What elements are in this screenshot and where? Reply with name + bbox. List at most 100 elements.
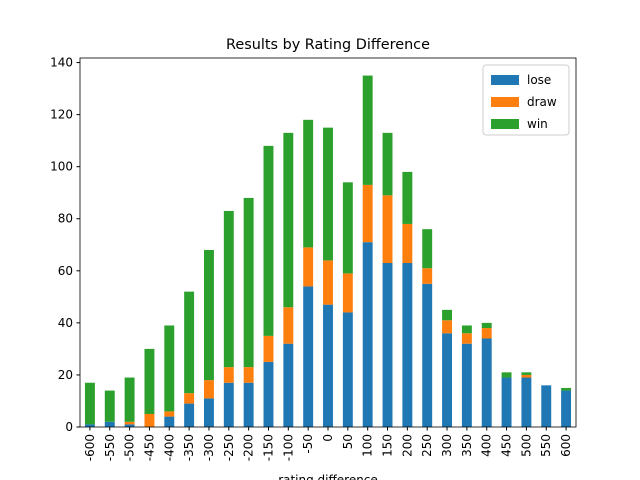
bar-segment [184, 393, 195, 404]
bar-segment [263, 361, 274, 427]
legend-label: draw [527, 95, 557, 109]
bar-segment [164, 416, 175, 427]
bar-segment [204, 249, 214, 381]
y-tick-label: 60 [58, 264, 73, 278]
x-tick-label: -500 [123, 434, 137, 461]
x-tick-label: 600 [559, 434, 573, 457]
bar-segment [323, 127, 333, 261]
x-tick-label: -450 [142, 434, 156, 461]
bar-segment [184, 291, 195, 394]
x-tick-label: 350 [460, 434, 474, 457]
y-tick-label: 100 [50, 160, 73, 174]
x-tick-label: -50 [301, 434, 315, 454]
x-tick-label: -400 [162, 434, 176, 461]
bar-segment [144, 413, 155, 427]
bar-segment [164, 411, 175, 417]
bar-segment [382, 263, 393, 427]
bar-segment [283, 307, 294, 344]
plot-frame [79, 57, 577, 428]
y-tick-label: 120 [50, 108, 73, 122]
bar-segment [541, 385, 552, 427]
y-tick-label: 20 [58, 368, 73, 382]
legend-swatch [491, 75, 519, 85]
legend-swatch [491, 97, 519, 107]
bar-segment [283, 343, 294, 427]
bar-segment [422, 268, 433, 284]
bar-segment [124, 421, 135, 425]
x-tick-label: 50 [341, 434, 355, 449]
bar-segment [342, 312, 353, 427]
x-tick-label: 500 [519, 434, 533, 457]
bar-segment [521, 372, 532, 375]
x-tick-label: 400 [480, 434, 494, 457]
bar-segment [442, 320, 452, 334]
bar-segment [362, 75, 373, 185]
x-tick-label: 300 [440, 434, 454, 457]
bar-segment [481, 338, 492, 427]
x-tick-label: 550 [539, 434, 553, 457]
y-tick-label: 80 [58, 212, 73, 226]
bar-segment [561, 390, 572, 427]
x-tick-label: 450 [500, 434, 514, 457]
x-tick-label: -200 [242, 434, 256, 461]
legend-label: lose [527, 73, 551, 87]
legend-swatch [491, 119, 519, 129]
bar-segment [84, 424, 95, 427]
bar-segment [461, 325, 472, 334]
x-axis-label: rating difference [278, 473, 378, 480]
bar-segment [461, 343, 472, 427]
bar-segment [501, 377, 512, 427]
bar-segment [303, 286, 314, 427]
bar-segment [124, 377, 135, 422]
bar-segment [521, 377, 532, 427]
bar-segment [402, 223, 413, 263]
bar-segment [323, 304, 333, 427]
x-tick-label: -550 [103, 434, 117, 461]
bar-segment [263, 335, 274, 362]
x-tick-label: -100 [281, 434, 295, 461]
x-tick-label: 200 [400, 434, 414, 457]
x-tick-label: -600 [83, 434, 97, 461]
bar-segment [204, 398, 214, 427]
x-tick-label: -350 [182, 434, 196, 461]
bar-segment [204, 380, 214, 399]
bar-segment [481, 328, 492, 339]
bar-segment [303, 119, 314, 248]
bar-segment [481, 322, 492, 329]
bar-segment [323, 260, 333, 305]
bar-segment [422, 283, 433, 427]
bar-segment [422, 229, 433, 269]
bar-segment [342, 182, 353, 274]
bar-segment [164, 325, 175, 412]
bar-segment [521, 374, 532, 378]
y-tick-label: 0 [65, 420, 73, 434]
bar-segment [243, 382, 254, 427]
bar-segment [342, 273, 353, 313]
y-tick-label: 140 [50, 56, 73, 70]
bar-segment [124, 424, 135, 427]
bar-segment [382, 195, 393, 263]
x-tick-label: 100 [361, 434, 375, 457]
bar-segment [303, 247, 314, 287]
bar-segment [442, 309, 452, 321]
bar-segment [184, 403, 195, 427]
bar-segment [283, 132, 294, 308]
bar-segment [442, 333, 452, 427]
x-tick-label: -250 [222, 434, 236, 461]
bar-segment [263, 145, 274, 336]
bar-segment [362, 184, 373, 243]
bar-segment [144, 348, 155, 414]
bar-segment [561, 387, 572, 391]
x-tick-label: 250 [420, 434, 434, 457]
bar-segment [223, 367, 234, 383]
bar-segment [402, 171, 413, 224]
bar-segment [402, 263, 413, 427]
x-tick-label: -150 [261, 434, 275, 461]
bar-segment [243, 367, 254, 383]
bar-segment [501, 372, 512, 378]
bar-segment [104, 390, 115, 422]
bar-segment [382, 132, 393, 196]
chart-title: Results by Rating Difference [226, 37, 430, 53]
bar-segment [223, 382, 234, 427]
